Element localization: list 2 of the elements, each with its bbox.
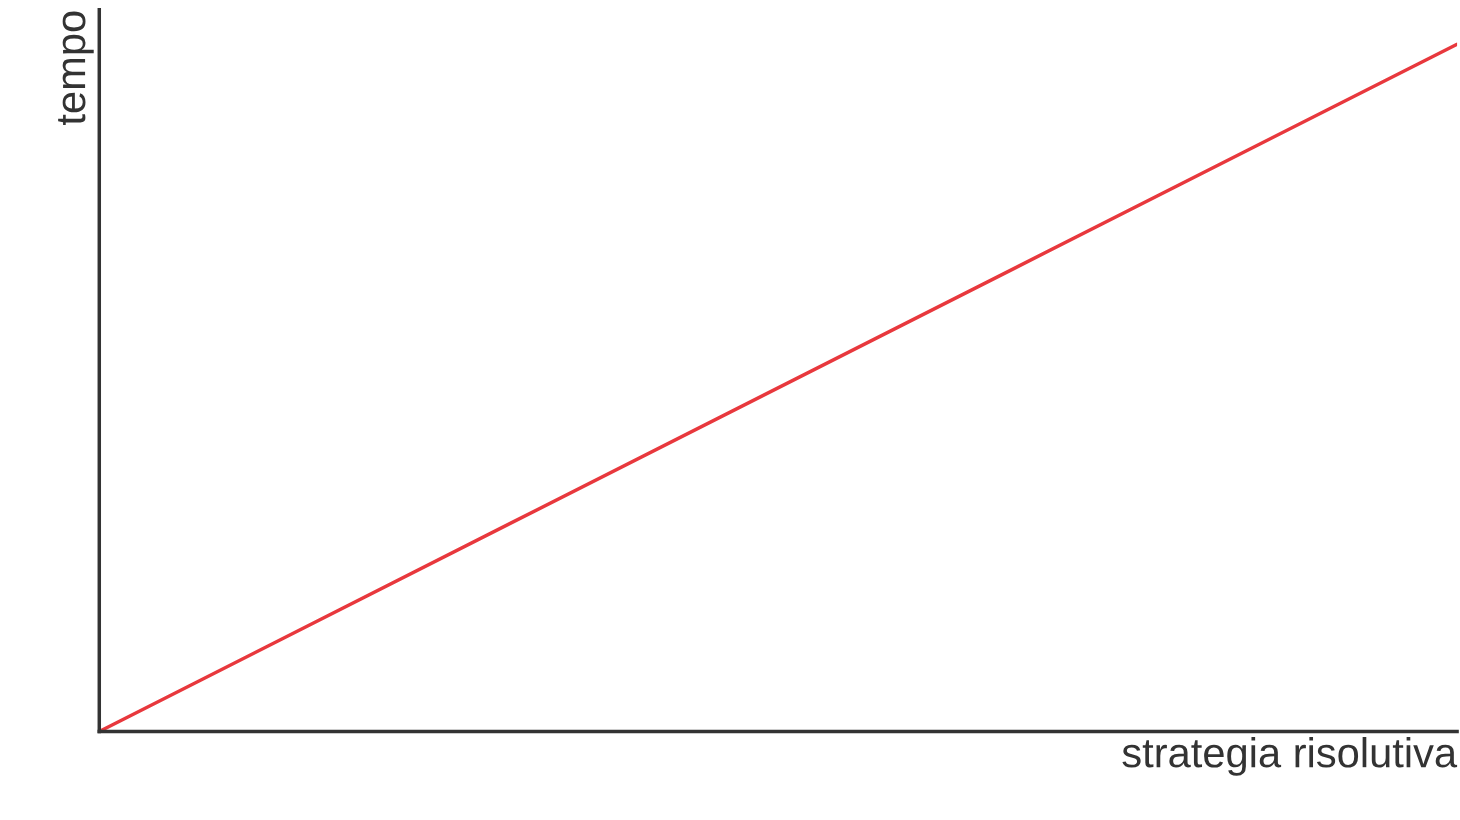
y-axis-title: tempo [58, 11, 94, 125]
x-axis-title: strategia risolutiva [1122, 737, 1458, 776]
